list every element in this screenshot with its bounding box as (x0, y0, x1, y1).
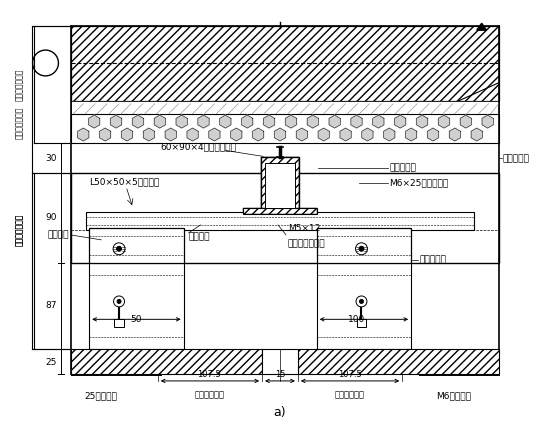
Text: 按实际工程采用: 按实际工程采用 (15, 214, 24, 246)
Circle shape (117, 299, 121, 304)
Text: 100: 100 (348, 315, 365, 324)
Bar (261, 157, 299, 212)
Polygon shape (143, 128, 155, 141)
Circle shape (359, 246, 364, 251)
Bar (243, 208, 317, 214)
Text: 90: 90 (45, 213, 57, 222)
Text: 不锈锂螺杆: 不锈锂螺杆 (389, 164, 416, 173)
Polygon shape (427, 128, 438, 141)
Circle shape (356, 243, 367, 255)
Polygon shape (154, 115, 165, 128)
Text: 25: 25 (45, 357, 57, 366)
Polygon shape (274, 128, 286, 141)
Bar (71, 101, 498, 114)
Text: M6后切螺栓: M6后切螺栓 (436, 391, 472, 400)
Bar (317, 263, 411, 349)
Text: 不锈锂微调螺钉: 不锈锂微调螺钉 (288, 239, 325, 248)
Polygon shape (296, 128, 307, 141)
Polygon shape (231, 128, 242, 141)
Polygon shape (122, 128, 133, 141)
Bar (298, 349, 498, 374)
Circle shape (114, 296, 124, 307)
Polygon shape (340, 128, 351, 141)
Polygon shape (100, 128, 111, 141)
Polygon shape (351, 115, 362, 128)
Polygon shape (471, 128, 482, 141)
Bar (71, 114, 498, 144)
Text: 107.5: 107.5 (198, 370, 221, 379)
Polygon shape (78, 128, 89, 141)
Polygon shape (329, 115, 340, 128)
Text: 30: 30 (45, 154, 57, 163)
Text: 按实际工程采用: 按实际工程采用 (15, 106, 24, 139)
Text: 铝合金挂件: 铝合金挂件 (419, 255, 446, 264)
Polygon shape (110, 115, 122, 128)
Polygon shape (198, 115, 209, 128)
Bar (71, 349, 262, 374)
Bar (89, 263, 184, 349)
Bar (317, 228, 411, 263)
Text: 50: 50 (130, 315, 142, 324)
Polygon shape (241, 115, 253, 128)
Bar (357, 319, 366, 327)
Text: 60×90×4镀锌锂通主梁: 60×90×4镀锌锂通主梁 (161, 142, 236, 151)
Text: L50×50×5镀锌角锂: L50×50×5镀锌角锂 (89, 178, 160, 187)
Polygon shape (482, 115, 493, 128)
Polygon shape (209, 128, 220, 141)
Text: 按实际工程采用: 按实际工程采用 (15, 214, 24, 246)
Text: 幕墙分格尺寸: 幕墙分格尺寸 (334, 391, 365, 400)
Circle shape (116, 246, 122, 251)
Polygon shape (318, 128, 329, 141)
Bar (262, 349, 298, 374)
Polygon shape (165, 128, 176, 141)
Text: 25厕花岗石: 25厕花岗石 (85, 391, 118, 400)
Polygon shape (176, 115, 187, 128)
Text: 幕墙分格尺寸: 幕墙分格尺寸 (194, 391, 225, 400)
Text: 锁紧螺钉: 锁紧螺钉 (48, 230, 69, 240)
Polygon shape (460, 115, 472, 128)
Polygon shape (395, 115, 406, 128)
Bar (86, 212, 474, 230)
Text: M5×12: M5×12 (288, 224, 320, 233)
Polygon shape (477, 23, 487, 30)
Bar (243, 208, 317, 214)
Polygon shape (362, 128, 373, 141)
Text: 15: 15 (275, 370, 285, 379)
Text: a): a) (274, 406, 286, 419)
Bar (265, 163, 295, 208)
Polygon shape (405, 128, 417, 141)
Bar (114, 319, 124, 327)
Text: 保温防火层: 保温防火层 (502, 154, 529, 163)
Bar (71, 26, 498, 101)
Polygon shape (253, 128, 264, 141)
Polygon shape (263, 115, 274, 128)
Text: 87: 87 (45, 301, 57, 310)
Text: M6×25不锈锂螺杆: M6×25不锈锂螺杆 (389, 179, 449, 188)
Bar (261, 157, 299, 212)
Polygon shape (88, 115, 100, 128)
Polygon shape (449, 128, 460, 141)
Polygon shape (438, 115, 450, 128)
Polygon shape (220, 115, 231, 128)
Circle shape (360, 299, 363, 304)
Polygon shape (307, 115, 319, 128)
Bar (89, 228, 184, 263)
Polygon shape (132, 115, 143, 128)
Circle shape (356, 296, 367, 307)
Bar (71, 173, 498, 263)
Polygon shape (373, 115, 384, 128)
Text: 按实际工程采用: 按实际工程采用 (15, 69, 24, 101)
Text: 380: 380 (272, 206, 288, 215)
Text: 107.5: 107.5 (338, 370, 361, 379)
Circle shape (113, 243, 125, 255)
Polygon shape (417, 115, 428, 128)
Text: 防腐垫片: 防腐垫片 (189, 232, 210, 241)
Polygon shape (384, 128, 395, 141)
Polygon shape (187, 128, 198, 141)
Polygon shape (286, 115, 297, 128)
